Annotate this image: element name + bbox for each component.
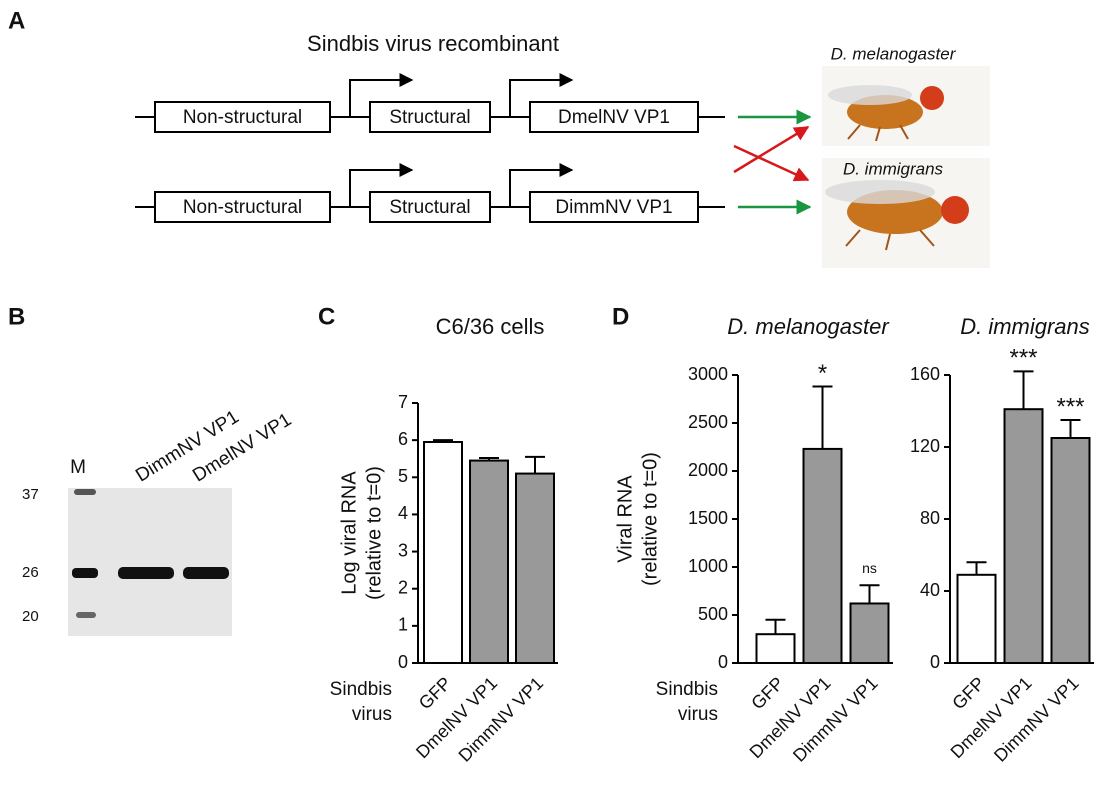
y-axis-label: Viral RNA [614,475,636,563]
y-tick-label: 0 [930,652,940,672]
y-tick-label: 3 [398,540,408,560]
bar [802,447,843,665]
host-label: D. melanogaster [831,44,957,63]
gene-box [529,191,699,223]
y-tick-label: 120 [910,436,940,456]
promoter-arrow [509,73,574,117]
y-tick-label: 2 [398,577,408,597]
chart-title: D. immigrans [960,314,1090,339]
significance-label: ns [862,560,877,576]
panel-label: D [612,303,629,330]
x-tick-label: GFP [415,673,455,713]
marker-label: 37 [22,486,39,503]
x-tick-label: DimmNV VP1 [990,673,1083,766]
bar [956,573,997,664]
band [72,568,98,578]
y-tick-label: 160 [910,364,940,384]
gene-box [369,101,491,133]
panel-label: B [8,303,25,330]
y-axis-label: Log viral RNA [338,471,360,595]
y-axis-label: (relative to t=0) [639,452,661,586]
bar [755,633,796,665]
y-tick-label: 4 [398,503,408,523]
gene-label: DimmNV VP1 [555,197,672,218]
chart-title: D. melanogaster [727,314,890,339]
gene-label: Structural [389,197,470,218]
arrow [733,144,810,182]
band [76,612,96,618]
gene-box [529,101,699,133]
bar [849,602,890,664]
significance-label: *** [1056,393,1084,420]
construct-diagram: Sindbis virus recombinant D. melanogaste… [135,31,990,268]
promoter-arrow [349,163,414,207]
y-tick-label: 500 [698,604,728,624]
y-tick-label: 0 [718,652,728,672]
y-tick-label: 80 [920,508,940,528]
y-tick-label: 40 [920,580,940,600]
bar [423,441,463,664]
x-axis-label: Sindbis [656,679,718,700]
gene-label: DmelNV VP1 [558,107,670,128]
marker-label: 26 [22,564,39,581]
x-axis-label: Sindbis [330,679,392,700]
bar [1003,408,1044,665]
y-tick-label: 7 [398,392,408,412]
panel-label: C [318,303,335,330]
panel-labels: A B C D [8,7,629,330]
band [183,567,229,579]
host-label: D. immigrans [843,159,944,178]
y-tick-label: 1500 [688,508,728,528]
marker-label: 20 [22,608,39,625]
chart: D. melanogaster Viral RNA (relative to t=0… [614,314,893,766]
bar [1050,437,1091,664]
y-axis-label: (relative to t=0) [363,466,385,600]
x-tick-label: GFP [948,673,988,713]
band [118,567,174,579]
y-tick-label: 6 [398,429,408,449]
y-tick-label: 2500 [688,412,728,432]
gene-label: Non-structural [183,107,302,128]
x-tick-label: GFP [747,673,787,713]
gene-label: Non-structural [183,197,302,218]
fly-image [822,66,990,146]
promoter-arrow [349,73,414,117]
significance-label: * [818,360,827,387]
y-tick-label: 2000 [688,460,728,480]
promoter-arrow [509,163,574,207]
y-tick-label: 1000 [688,556,728,576]
diagram-title: Sindbis virus recombinant [307,31,559,56]
band [74,489,96,495]
arrow [733,125,810,174]
bar [469,459,509,665]
x-tick-label: DimmNV VP1 [789,673,882,766]
chart: C6/36 cells Log viral RNA (relative to t=0… [330,314,558,766]
significance-label: *** [1009,345,1037,372]
y-tick-label: 0 [398,652,408,672]
y-tick-label: 5 [398,466,408,486]
gene-box [154,191,331,223]
panel-label: A [8,7,25,34]
lane-label: DmelNV VP1 [189,409,295,486]
gene-box [154,101,331,133]
lane-label: M [70,457,86,478]
bar [515,472,555,665]
chart-title: C6/36 cells [436,314,545,339]
gene-label: Structural [389,107,470,128]
x-axis-label: virus [678,704,718,725]
x-axis-label: virus [352,704,392,725]
gel-image [68,488,232,636]
y-tick-label: 1 [398,615,408,635]
y-tick-label: 3000 [688,364,728,384]
gene-box [369,191,491,223]
fly-image [822,158,990,268]
